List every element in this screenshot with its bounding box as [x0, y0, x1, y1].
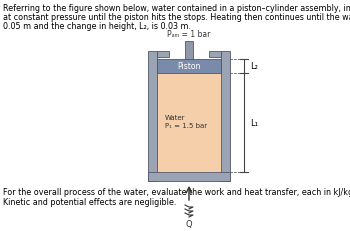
- Text: P₁ = 1.5 bar: P₁ = 1.5 bar: [165, 123, 207, 129]
- Bar: [221, 52, 230, 181]
- Bar: [157, 60, 221, 74]
- Text: For the overall process of the water, evaluate the work and heat transfer, each : For the overall process of the water, ev…: [3, 187, 350, 196]
- Text: L₂: L₂: [250, 62, 258, 71]
- Text: Q: Q: [186, 219, 192, 228]
- Text: Water: Water: [165, 115, 186, 121]
- Text: Kinetic and potential effects are negligible.: Kinetic and potential effects are neglig…: [3, 197, 176, 206]
- Bar: [185, 42, 193, 60]
- Text: 0.05 m and the change in height, L₂, is 0.03 m.: 0.05 m and the change in height, L₂, is …: [3, 22, 191, 31]
- Text: Pₐₘ = 1 bar: Pₐₘ = 1 bar: [167, 30, 211, 39]
- Bar: [157, 74, 221, 172]
- Bar: [209, 52, 221, 58]
- Text: Referring to the figure shown below, water contained in a piston–cylinder assemb: Referring to the figure shown below, wat…: [3, 4, 350, 13]
- Bar: [148, 172, 230, 181]
- Text: Piston: Piston: [177, 62, 201, 71]
- Bar: [148, 52, 157, 181]
- Bar: [157, 52, 169, 58]
- Text: L₁: L₁: [250, 119, 258, 128]
- Text: at constant pressure until the piston hits the stops. Heating then continues unt: at constant pressure until the piston hi…: [3, 13, 350, 22]
